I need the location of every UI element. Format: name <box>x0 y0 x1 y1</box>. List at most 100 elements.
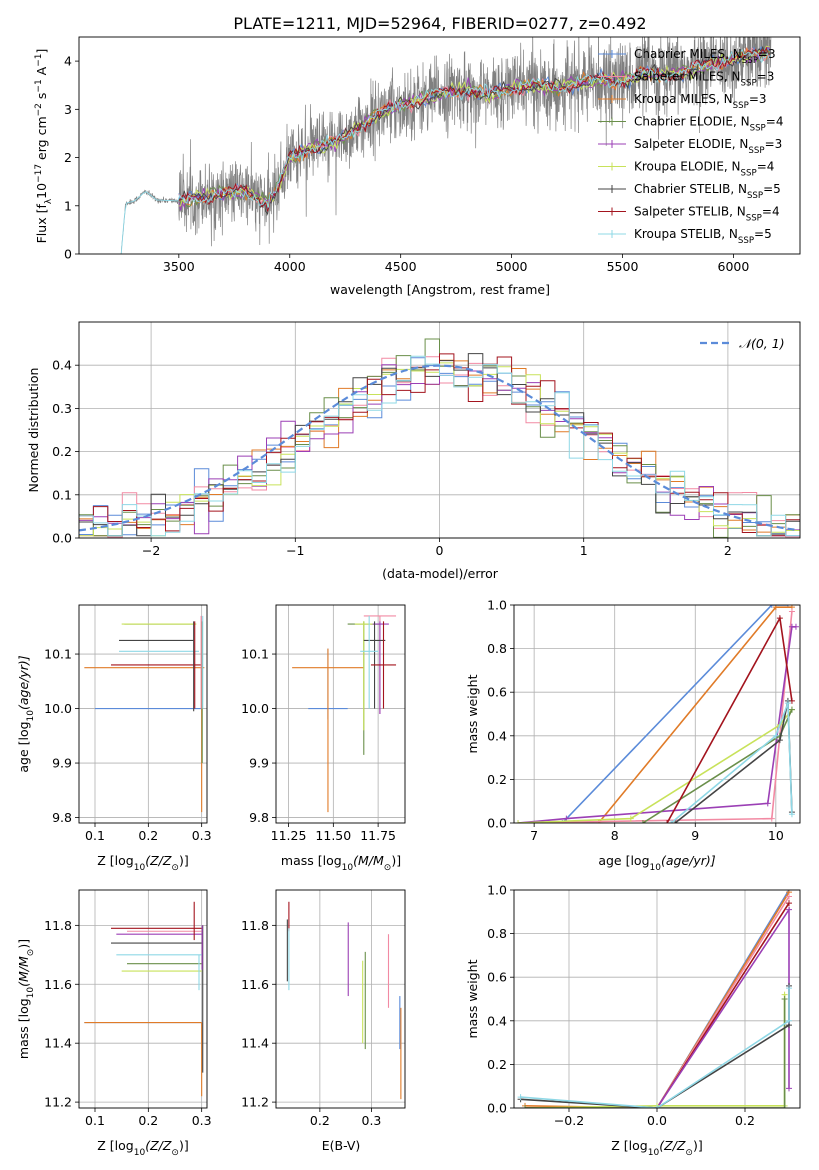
label-part: Chabrier STELIB, N <box>634 182 747 196</box>
label-part: −1 <box>34 54 44 67</box>
y-tick-label: 0.8 <box>487 926 507 941</box>
x-tick-label: 0.3 <box>192 1113 212 1128</box>
grid-lines <box>276 605 405 823</box>
legend-entry-label: Chabrier MILES, NSSP=3 <box>634 47 776 66</box>
y-axis-label: mass weight <box>465 959 480 1038</box>
mass-weight-marker <box>781 996 788 1002</box>
x-axis-label: Z [log10(Z/Z⊙)] <box>97 1138 188 1158</box>
y-tick-label: 0.3 <box>52 401 72 416</box>
grid-lines <box>514 604 800 824</box>
label-part: erg cm <box>34 116 49 164</box>
axes-frame <box>78 321 801 539</box>
label-part: SSP <box>748 146 764 156</box>
label-part: Chabrier MILES, N <box>634 47 742 61</box>
label-part: mass [log <box>16 998 31 1059</box>
label-part: Flux [f <box>34 204 49 244</box>
legend-entry-label: Chabrier ELODIE, NSSP=4 <box>634 115 783 134</box>
label-part: =5 <box>754 227 772 241</box>
label-part: SSP <box>746 214 762 224</box>
y-tick-label: 10.1 <box>241 647 269 662</box>
label-part: =5 <box>763 182 781 196</box>
grid-lines <box>276 890 405 1108</box>
label-part: SSP <box>733 101 749 111</box>
label-part: ⊙ <box>26 949 36 957</box>
axes-frame <box>513 604 801 824</box>
label-part: age [log <box>598 853 649 868</box>
label-part: SSP <box>750 124 766 134</box>
label-part: )] <box>693 1138 703 1153</box>
label-part: =3 <box>765 137 783 151</box>
mass-weight-marker <box>768 605 775 608</box>
mass-weight-marker <box>768 815 775 822</box>
plot-area <box>84 901 204 1097</box>
x-tick-label: 3500 <box>163 259 195 274</box>
ticks: 7 8 9 10 0.0 0.2 0.4 0.6 0.8 1.0 <box>487 598 784 844</box>
label-part: =4 <box>766 115 784 129</box>
y-tick-label: 0.0 <box>487 816 507 831</box>
label-part: )] <box>16 939 31 949</box>
y-tick-label: 11.8 <box>241 918 269 933</box>
label-part: −2 <box>34 103 44 116</box>
legend-entry-label: Salpeter MILES, NSSP=3 <box>634 70 774 89</box>
label-part: SSP <box>738 236 754 246</box>
y-tick-label: 0.2 <box>487 1057 507 1072</box>
y-tick-label: 11.2 <box>241 1095 269 1110</box>
residuals-panel: −2 −1 0 1 2 0.0 0.1 0.2 0.3 0.4 𝒩(0, 1) (data-model… <box>26 321 801 581</box>
label-part: −1 <box>34 79 44 92</box>
y-tick-label: 0.6 <box>487 970 507 985</box>
plot-area <box>120 37 772 254</box>
mass-weight-marker <box>786 1017 792 1024</box>
axes-frame <box>275 604 406 824</box>
y-axis-label: mass [log10(M/M⊙)] <box>16 939 36 1059</box>
label-part: Z [log <box>611 1138 647 1153</box>
ticks: 0.1 0.2 0.3 9.8 9.9 10.0 10.1 <box>44 647 211 843</box>
y-tick-label: 1 <box>64 198 72 213</box>
mass-weight-marker <box>772 732 779 739</box>
x-tick-label: −1 <box>286 543 304 558</box>
mass-weight-marker <box>788 706 795 713</box>
x-tick-label: 9 <box>691 828 699 843</box>
label-part: =3 <box>749 92 767 106</box>
label-part: Salpeter STELIB, N <box>634 205 746 219</box>
x-axis-label: wavelength [Angstrom, rest frame] <box>330 282 550 297</box>
y-tick-label: 10.0 <box>241 701 269 716</box>
label-part: (age/yr)] <box>16 655 31 710</box>
y-tick-label: 0.6 <box>487 685 507 700</box>
y-tick-label: 0.2 <box>487 772 507 787</box>
label-part: )] <box>179 1138 189 1153</box>
mass-vs-metallicity-panel: 0.1 0.2 0.311.211.411.611.8Z [log10(Z/Z⊙)]… <box>16 889 212 1158</box>
y-axis-label: age [log10(age/yr)] <box>16 655 36 772</box>
mass-weight-line <box>525 999 786 1108</box>
mass-weight-marker <box>517 1094 524 1101</box>
y-tick-label: 0.2 <box>52 444 72 459</box>
axes-frame <box>78 889 208 1109</box>
label-part: 10 <box>650 863 662 873</box>
label-part: Normed distribution <box>26 368 41 493</box>
y-tick-label: 11.6 <box>241 977 269 992</box>
label-part: mass [log <box>281 853 342 868</box>
x-tick-label: 8 <box>611 828 619 843</box>
ticks: 11.25 11.50 11.75 9.8 9.9 10.0 10.1 <box>241 647 396 843</box>
legend-entry-label: Salpeter ELODIE, NSSP=3 <box>634 137 782 156</box>
x-tick-label: −0.2 <box>554 1113 584 1128</box>
y-tick-label: 0.1 <box>52 487 72 502</box>
label-part: Chabrier ELODIE, N <box>634 115 750 129</box>
label-part: 10 <box>134 863 146 873</box>
y-tick-label: 10.0 <box>44 701 72 716</box>
mass-weight-line <box>517 611 793 823</box>
mass-weight-marker <box>627 815 634 822</box>
mass-weight-line <box>524 994 786 1108</box>
mass-weight-marker <box>788 608 795 615</box>
label-part: Kroupa ELODIE, N <box>634 160 741 174</box>
model-spectrum-line <box>120 49 772 254</box>
y-tick-label: 0.4 <box>52 358 72 373</box>
label-part: )] <box>391 853 401 868</box>
y-tick-label: 11.6 <box>44 977 72 992</box>
axes-frame <box>78 36 801 255</box>
x-axis-label: age [log10(age/yr)] <box>598 853 715 873</box>
label-part: (Z/Z <box>145 1138 172 1153</box>
label-part: =4 <box>757 160 775 174</box>
mass-weight-marker <box>786 893 792 900</box>
y-tick-label: 11.4 <box>44 1036 72 1051</box>
